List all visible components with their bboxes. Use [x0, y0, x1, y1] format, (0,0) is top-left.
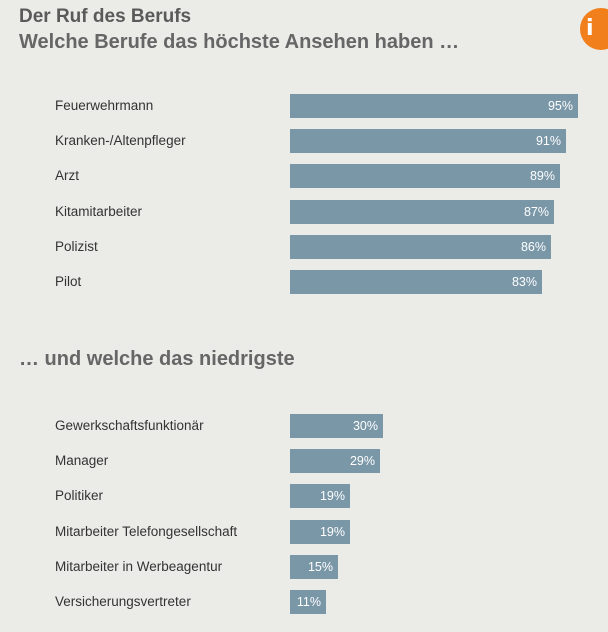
category-label: Versicherungsvertreter — [55, 594, 191, 609]
bar: 11% — [290, 590, 326, 614]
bar: 86% — [290, 235, 551, 259]
info-icon[interactable]: i — [580, 8, 608, 50]
category-label: Feuerwehrmann — [55, 98, 154, 113]
bar: 87% — [290, 200, 554, 224]
category-label: Politiker — [55, 488, 104, 503]
bar: 19% — [290, 520, 350, 544]
bar-value-label: 86% — [520, 240, 546, 254]
category-label: Mitarbeiter Telefongesellschaft — [55, 524, 238, 539]
bar: 15% — [290, 555, 338, 579]
bar-value-label: 29% — [349, 454, 375, 468]
bar: 83% — [290, 270, 542, 294]
bar: 89% — [290, 164, 560, 188]
bar-value-label: 19% — [319, 525, 345, 539]
bar-value-label: 19% — [319, 489, 345, 503]
category-label: Mitarbeiter in Werbeagentur — [55, 559, 223, 574]
bar-value-label: 95% — [547, 99, 573, 113]
chart-subtitle: Welche Berufe das höchste Ansehen haben … — [19, 31, 460, 53]
bar-value-label: 15% — [307, 560, 333, 574]
bar-value-label: 11% — [296, 595, 321, 609]
chart-title: Der Ruf des Berufs — [19, 6, 192, 27]
bar-value-label: 83% — [511, 275, 537, 289]
bar-value-label: 91% — [535, 134, 561, 148]
bar: 30% — [290, 414, 383, 438]
category-label: Kitamitarbeiter — [55, 204, 143, 219]
bar: 19% — [290, 484, 350, 508]
category-label: Pilot — [55, 274, 82, 289]
category-label: Kranken-/Altenpfleger — [55, 133, 186, 148]
bar-value-label: 87% — [523, 205, 549, 219]
section-title-lowest: … und welche das niedrigste — [19, 348, 295, 370]
category-label: Manager — [55, 453, 109, 468]
bar: 91% — [290, 129, 566, 153]
bar-value-label: 89% — [529, 169, 555, 183]
bar: 95% — [290, 94, 578, 118]
category-label: Gewerkschaftsfunktionär — [55, 418, 204, 433]
bar-value-label: 30% — [352, 419, 378, 433]
category-label: Arzt — [55, 168, 80, 183]
category-label: Polizist — [55, 239, 98, 254]
bar: 29% — [290, 449, 380, 473]
